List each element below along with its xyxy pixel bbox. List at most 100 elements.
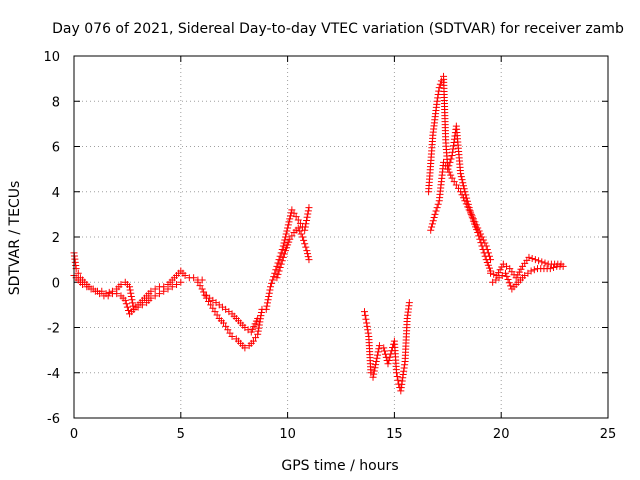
data-point [304,207,312,215]
data-point [472,221,480,229]
axis-ticks: 0 5 10 15 20 25 -6 -4 -2 0 2 4 6 8 10 [43,50,616,442]
data-point [394,376,402,384]
data-point [428,223,436,231]
data-point [277,249,285,257]
data-point [267,283,275,291]
data-point [254,330,262,338]
data-point [279,253,287,261]
data-point [279,242,287,250]
data-point [374,351,382,359]
data-point [286,212,294,220]
data-point [123,303,131,311]
data-point [369,373,377,381]
data-point [447,155,455,163]
data-point [270,273,278,281]
data-point [393,373,401,381]
data-point [168,283,176,291]
data-point [431,210,439,218]
data-point [559,262,567,270]
data-point [360,308,368,316]
grid [74,56,608,418]
data-point [274,259,282,267]
data-point [284,224,292,232]
data-point [173,281,181,289]
data-point [370,367,378,375]
data-point [462,200,470,208]
y-tick-label: 10 [43,50,60,65]
data-point [361,311,369,319]
data-point [122,300,130,308]
data-point [372,357,380,365]
data-point [501,269,509,277]
data-point [74,269,82,277]
data-point [301,223,309,231]
data-point [477,230,485,238]
data-point [275,256,283,264]
data-point [263,302,271,310]
data-point [286,215,294,223]
data-point [372,361,380,369]
data-point [273,262,281,270]
data-point [127,292,135,300]
data-point [301,240,309,248]
data-point [483,245,491,253]
data-point [530,266,538,274]
data-point [458,191,466,199]
data-point [475,227,483,235]
data-point [128,296,136,304]
data-point [434,200,442,208]
data-point [304,250,312,258]
data-point [447,171,455,179]
x-tick-label: 20 [493,427,510,442]
data-point [198,285,206,293]
data-point [375,345,383,353]
data-point [535,257,543,265]
data-point [96,290,104,298]
data-point [531,256,539,264]
data-point [241,344,249,352]
data-point [469,215,477,223]
data-point [280,239,288,247]
data-point [371,364,379,372]
data-point [434,94,442,102]
x-axis-label: GPS time / hours [281,458,398,474]
data-point [299,233,307,241]
data-point [458,176,466,184]
data-point [262,305,270,313]
data-point [444,165,452,173]
y-tick-label: 2 [52,231,60,246]
data-point [164,285,172,293]
data-point [268,279,276,287]
data-point [265,289,273,297]
data-point [525,253,533,261]
data-point [303,217,311,225]
data-point [504,276,512,284]
plot-frame [73,55,609,419]
data-point [434,90,442,98]
data-point [433,97,441,105]
y-tick-label: -4 [47,367,60,382]
data-point [294,224,302,232]
data-point [113,290,121,298]
data-point [393,369,401,377]
data-point [296,227,304,235]
data-point [273,274,281,282]
data-point [105,288,113,296]
data-point [177,278,185,286]
data-point [490,270,498,278]
data-point [255,321,263,329]
data-point [155,290,163,298]
data-point [468,212,476,220]
data-point [301,226,309,234]
data-point [459,179,467,187]
data-point [303,213,311,221]
data-point [459,194,467,202]
data-point [263,299,271,307]
data-point [297,230,305,238]
data-point [375,342,383,350]
data-point [284,221,292,229]
data-point [269,276,277,284]
data-point [457,188,465,196]
data-point [271,269,279,277]
